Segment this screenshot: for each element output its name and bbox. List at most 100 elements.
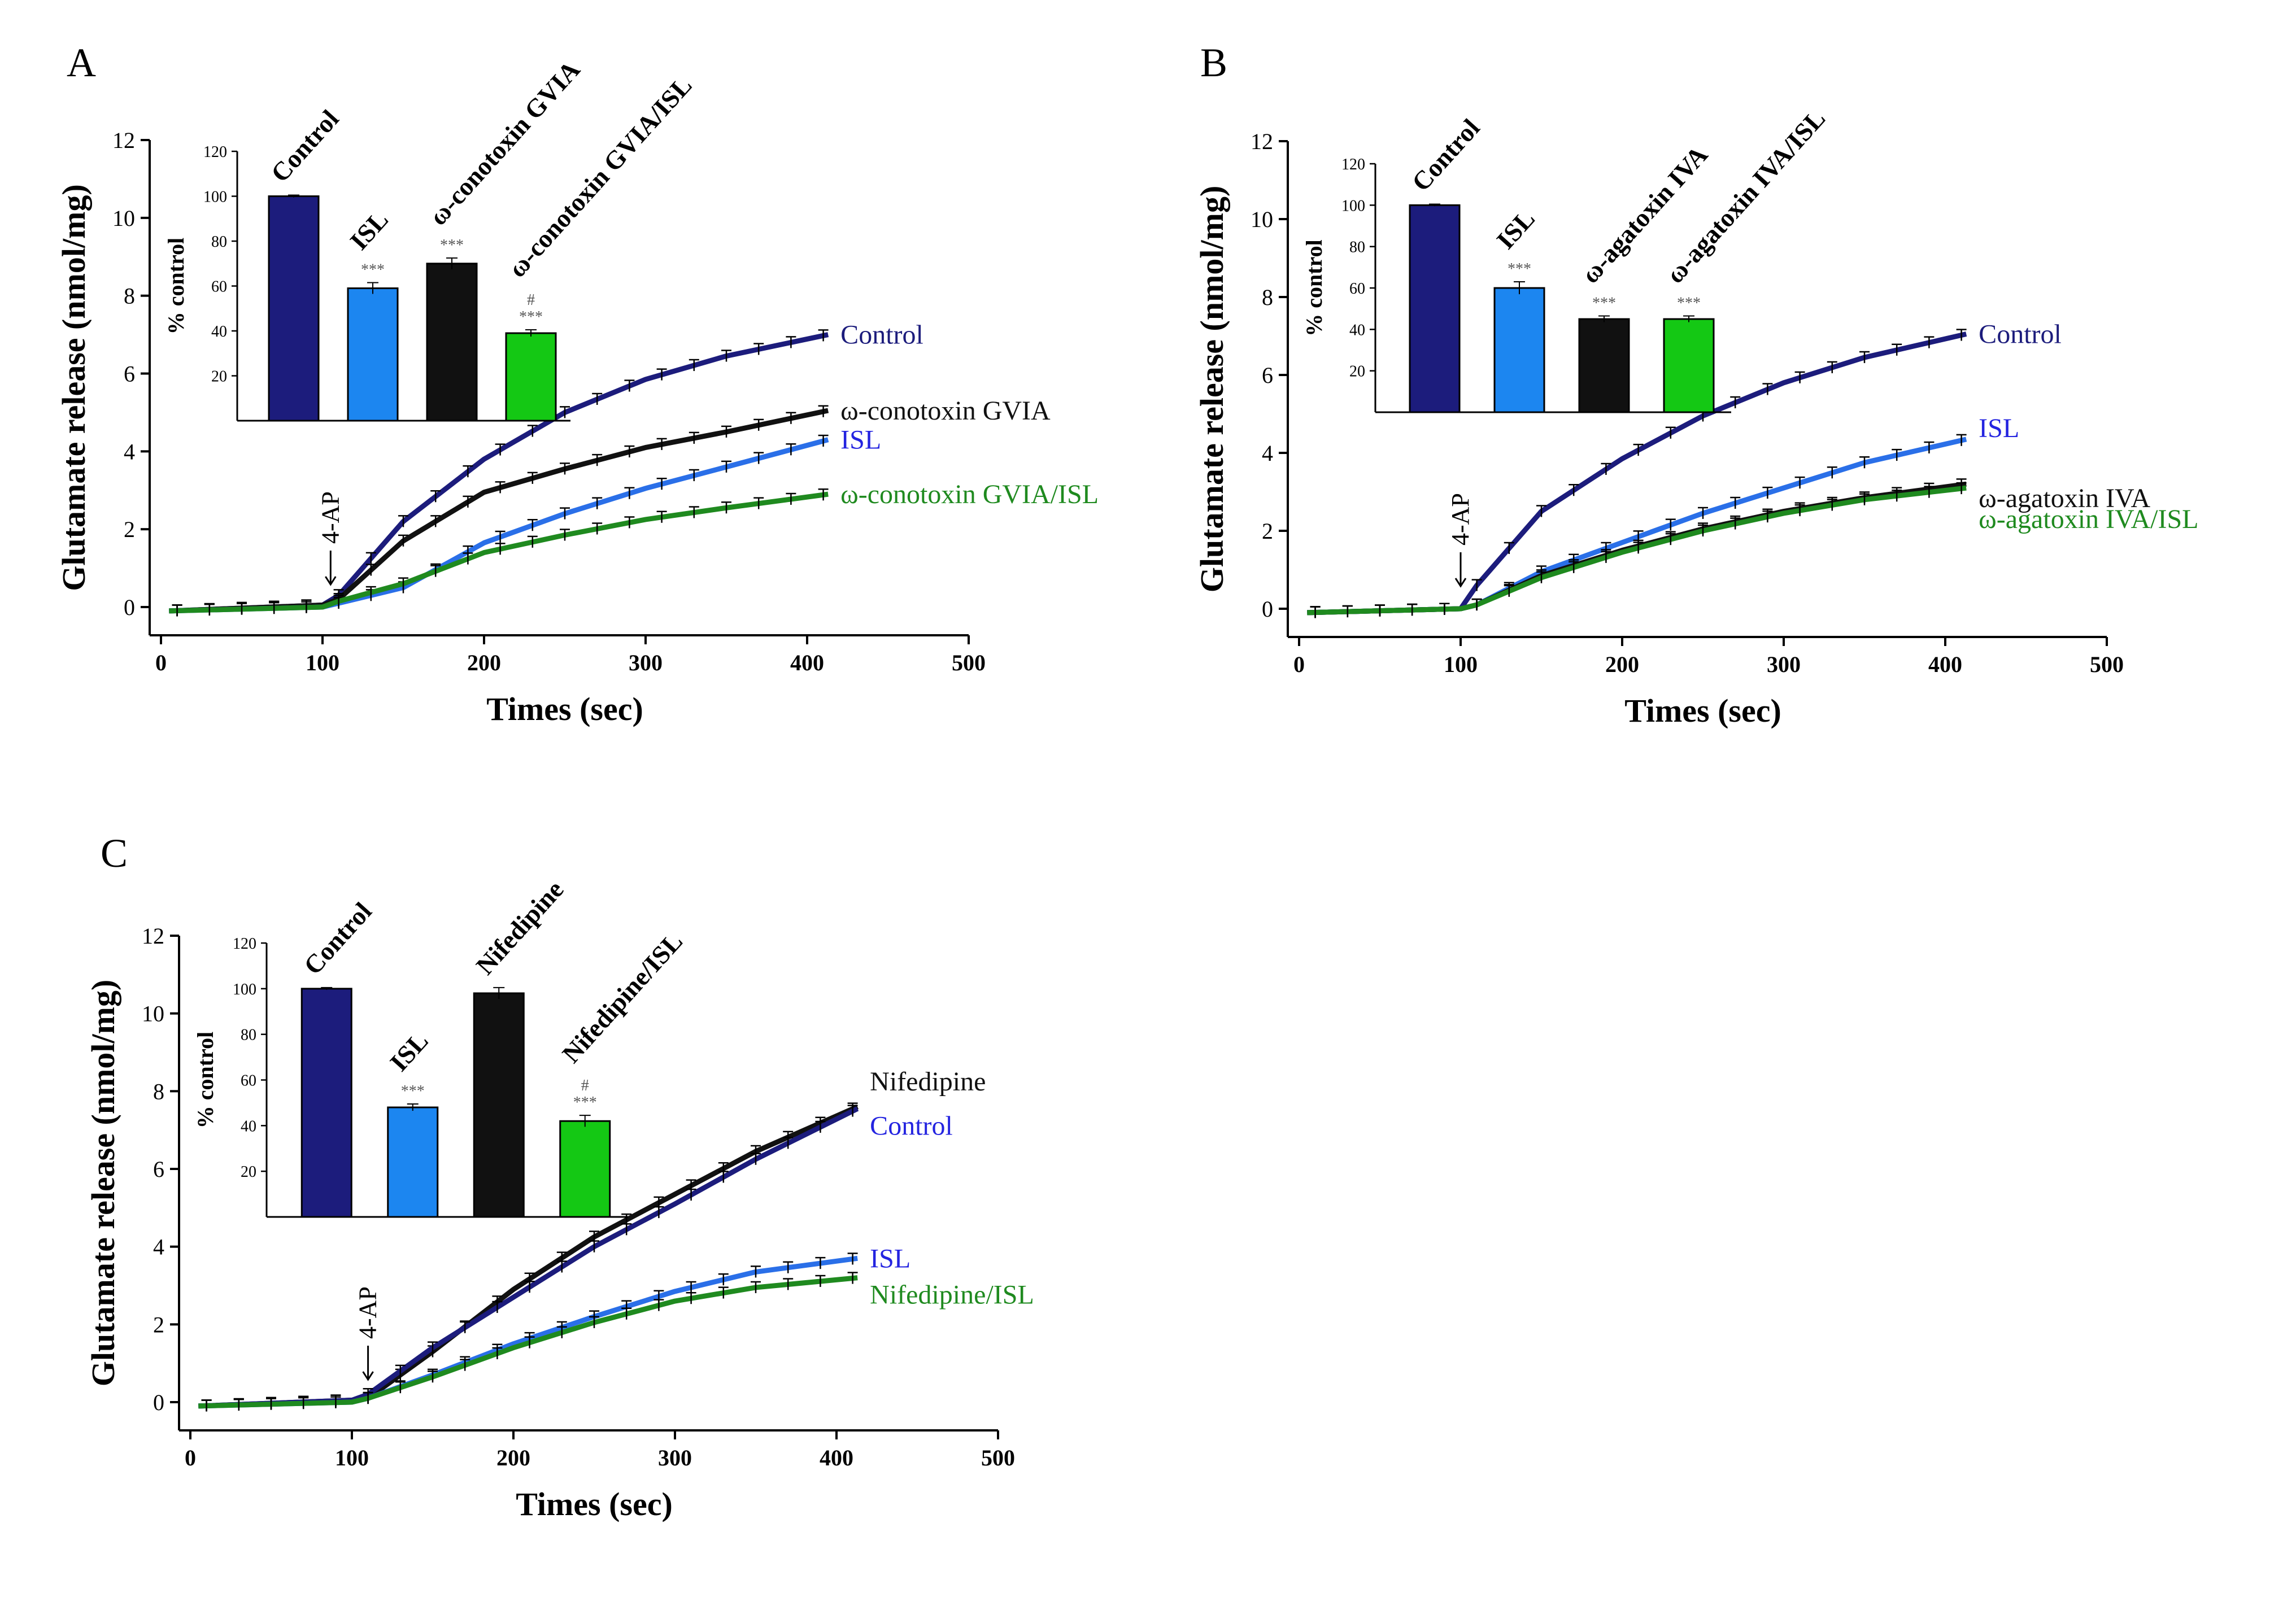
series-label: Control (1979, 320, 2062, 350)
inset-bar (473, 992, 525, 1218)
x-axis-title: Times (sec) (486, 691, 643, 727)
y-tick-label: 2 (1262, 518, 1273, 544)
inset-significance: *** (440, 237, 464, 254)
inset-bar (559, 1120, 611, 1218)
inset-significance: # (581, 1077, 589, 1094)
inset-y-tick-label: 20 (241, 1163, 256, 1181)
inset-bar (268, 195, 320, 422)
inset-y-axis-title: % control (193, 1032, 218, 1128)
y-tick-label: 10 (1251, 207, 1273, 232)
inset-bar (426, 263, 478, 422)
stimulus-label: 4-AP (354, 1286, 382, 1339)
x-tick-label: 500 (952, 650, 986, 675)
panel-label: B (1200, 40, 1227, 85)
y-tick-label: 0 (1262, 596, 1273, 622)
series-label: ISL (870, 1243, 910, 1273)
y-tick-label: 4 (124, 439, 135, 464)
y-axis-title: Glutamate release (nmol/mg) (85, 980, 121, 1387)
x-tick-label: 200 (1605, 652, 1639, 677)
inset-significance: *** (519, 308, 543, 326)
inset-bar (505, 332, 557, 422)
inset-bar (347, 287, 399, 422)
series-label: Nifedipine (870, 1067, 986, 1097)
inset-significance: *** (361, 261, 385, 279)
x-tick-label: 100 (306, 650, 339, 675)
series-label: Control (870, 1111, 953, 1141)
series-line (169, 491, 829, 614)
inset-y-tick-label: 120 (1341, 156, 1365, 173)
panel-label: A (67, 40, 96, 85)
x-tick-label: 500 (2090, 652, 2124, 677)
series-label: Nifedipine/ISL (870, 1280, 1034, 1310)
x-tick-label: 200 (467, 650, 501, 675)
x-tick-label: 400 (1928, 652, 1962, 677)
y-tick-label: 10 (112, 206, 135, 231)
inset-significance: *** (1592, 295, 1616, 312)
inset-significance: *** (401, 1083, 425, 1100)
inset-y-tick-label: 40 (1349, 321, 1365, 339)
series-line (198, 1275, 858, 1409)
series-label: ω-conotoxin GVIA (840, 396, 1051, 426)
y-axis-title: Glutamate release (nmol/mg) (1193, 186, 1230, 593)
y-tick-label: 2 (153, 1312, 164, 1337)
y-axis-title: Glutamate release (nmol/mg) (55, 184, 92, 591)
series-error-bars (1310, 482, 1967, 618)
x-tick-label: 300 (658, 1445, 692, 1470)
series-label: ISL (840, 425, 881, 455)
series-line (1307, 331, 1967, 616)
x-axis-title: Times (sec) (1624, 692, 1781, 729)
inset-y-tick-label: 100 (1341, 197, 1365, 215)
x-tick-label: 300 (1767, 652, 1801, 677)
y-tick-label: 8 (124, 283, 135, 309)
inset-y-tick-label: 40 (211, 323, 227, 341)
y-tick-label: 12 (1251, 129, 1273, 154)
inset-y-tick-label: 80 (1349, 239, 1365, 256)
stimulus-label: 4-AP (1447, 493, 1474, 545)
series-error-bars (172, 488, 829, 617)
x-tick-label: 300 (629, 650, 663, 675)
inset-significance: *** (1677, 295, 1701, 312)
y-tick-label: 6 (153, 1157, 164, 1182)
inset-bar (1663, 318, 1715, 413)
series-error-bars (201, 1272, 858, 1412)
inset-bar (1409, 204, 1461, 413)
panel-label: C (101, 831, 128, 876)
x-axis-title: Times (sec) (516, 1486, 673, 1522)
inset-y-tick-label: 120 (233, 935, 256, 953)
y-tick-label: 4 (1262, 440, 1273, 466)
y-tick-label: 10 (142, 1001, 164, 1027)
inset-y-tick-label: 80 (241, 1027, 256, 1044)
series-label: ISL (1979, 413, 2019, 443)
x-tick-label: 100 (335, 1445, 369, 1470)
x-tick-label: 400 (820, 1445, 853, 1470)
inset-significance: *** (1508, 260, 1531, 278)
inset-bar (1578, 318, 1630, 413)
inset-y-tick-label: 100 (233, 981, 256, 998)
stimulus-arrowhead (325, 576, 337, 586)
series-label: ω-agatoxin IVA/ISL (1979, 504, 2198, 534)
inset-y-axis-title: % control (163, 238, 189, 334)
y-tick-label: 8 (1262, 285, 1273, 310)
stimulus-arrowhead (362, 1371, 374, 1381)
inset-bar (387, 1106, 439, 1218)
series-label: ω-agatoxin IVA (1979, 483, 2150, 513)
x-tick-label: 0 (1293, 652, 1305, 677)
inset-bar (1493, 287, 1545, 413)
inset-y-axis-title: % control (1301, 239, 1327, 336)
inset-bar (300, 988, 352, 1218)
inset-y-tick-label: 100 (203, 189, 227, 206)
x-tick-label: 0 (155, 650, 167, 675)
y-tick-label: 2 (124, 517, 135, 542)
x-tick-label: 200 (496, 1445, 530, 1470)
series-line (1307, 485, 1967, 616)
inset-y-tick-label: 40 (241, 1118, 256, 1135)
inset-y-tick-label: 20 (1349, 363, 1365, 381)
y-tick-label: 4 (153, 1234, 164, 1260)
y-tick-label: 6 (1262, 363, 1273, 388)
inset-y-tick-label: 60 (1349, 280, 1365, 298)
x-tick-label: 100 (1444, 652, 1478, 677)
y-tick-label: 6 (124, 361, 135, 387)
series-label: ω-conotoxin GVIA/ISL (840, 479, 1099, 509)
